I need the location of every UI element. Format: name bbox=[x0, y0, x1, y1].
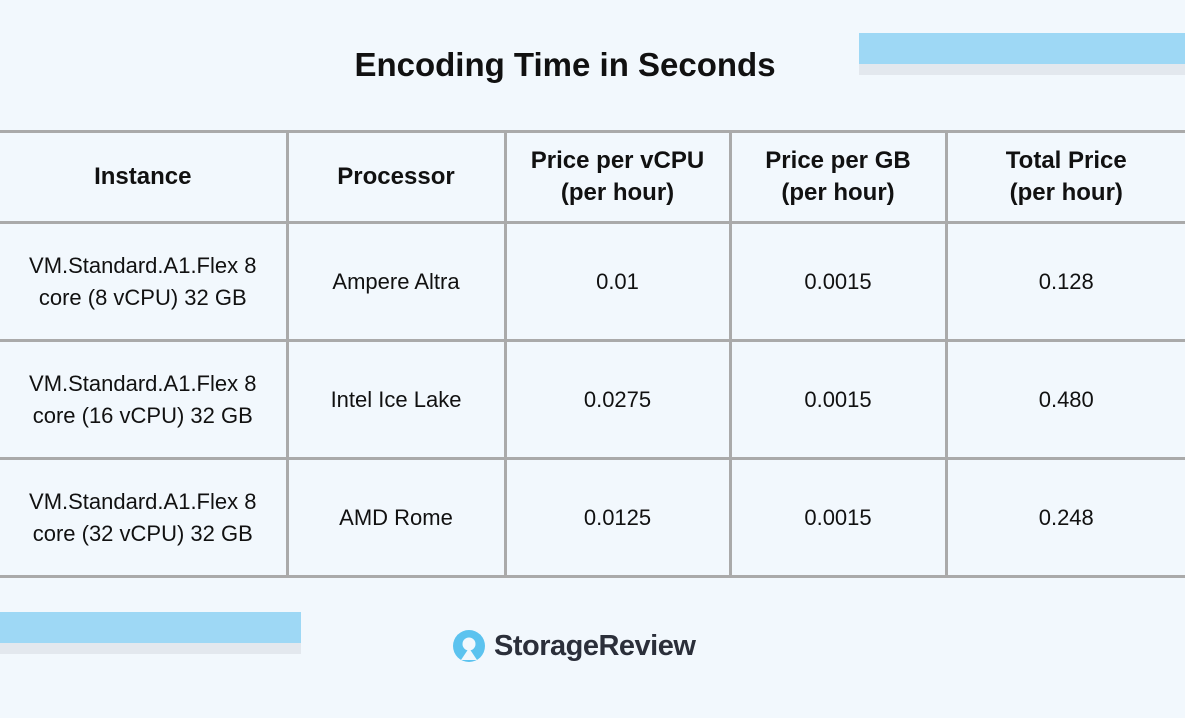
chart-title: Encoding Time in Seconds bbox=[354, 46, 776, 83]
table-cell: VM.Standard.A1.Flex 8 core (32 vCPU) 32 … bbox=[0, 457, 289, 578]
column-header: Price per GB (per hour) bbox=[728, 130, 948, 224]
table-cell-value: 0.128 bbox=[1038, 268, 1094, 294]
table-cell: 0.0125 bbox=[503, 457, 732, 578]
table-cell-value: Intel Ice Lake bbox=[330, 386, 462, 412]
table-cell: 0.0275 bbox=[503, 339, 732, 460]
column-header: Instance bbox=[0, 130, 289, 224]
table-cell-value: 0.0125 bbox=[583, 504, 652, 530]
storagereview-logo: StorageReview bbox=[452, 627, 696, 665]
table-cell-value: Ampere Altra bbox=[332, 268, 460, 294]
table-cell-value: 0.0275 bbox=[583, 386, 652, 412]
column-header-label: Price per vCPU (per hour) bbox=[530, 147, 705, 206]
table-row: VM.Standard.A1.Flex 8 core (32 vCPU) 32 … bbox=[0, 457, 1185, 578]
table-cell: Intel Ice Lake bbox=[285, 339, 507, 460]
table-row: VM.Standard.A1.Flex 8 core (8 vCPU) 32 G… bbox=[0, 221, 1185, 342]
table-cell-value: 0.0015 bbox=[804, 268, 872, 294]
column-header-label: Total Price (per hour) bbox=[1005, 147, 1127, 206]
table-cell: 0.128 bbox=[944, 221, 1185, 342]
decorative-bar-bottom bbox=[0, 612, 301, 643]
table-header-row: Instance Processor Price per vCPU (per hou… bbox=[0, 130, 1185, 224]
data-table: Instance Processor Price per vCPU (per hou… bbox=[0, 130, 1185, 578]
column-header-label: Instance bbox=[94, 163, 192, 190]
logo-text: StorageReview bbox=[494, 629, 696, 662]
table-cell: 0.01 bbox=[503, 221, 732, 342]
table-cell-value: 0.01 bbox=[596, 268, 639, 294]
column-header: Total Price (per hour) bbox=[944, 130, 1185, 224]
table-cell: VM.Standard.A1.Flex 8 core (16 vCPU) 32 … bbox=[0, 339, 289, 460]
table-cell-value: 0.248 bbox=[1038, 504, 1094, 530]
table-cell: 0.248 bbox=[944, 457, 1185, 578]
table-cell: AMD Rome bbox=[285, 457, 507, 578]
table-cell: 0.480 bbox=[944, 339, 1185, 460]
table-cell-value: VM.Standard.A1.Flex 8 core (32 vCPU) 32 … bbox=[29, 488, 257, 546]
column-header-label: Price per GB (per hour) bbox=[765, 147, 911, 206]
column-header: Processor bbox=[285, 130, 507, 224]
table-cell: 0.0015 bbox=[728, 457, 948, 578]
table-cell-value: 0.480 bbox=[1038, 386, 1094, 412]
table-cell-value: AMD Rome bbox=[339, 504, 453, 530]
table-cell-value: 0.0015 bbox=[804, 504, 872, 530]
column-header-label: Processor bbox=[337, 163, 455, 190]
column-header: Price per vCPU (per hour) bbox=[503, 130, 732, 224]
table-cell-value: VM.Standard.A1.Flex 8 core (8 vCPU) 32 G… bbox=[29, 252, 257, 310]
table-cell: VM.Standard.A1.Flex 8 core (8 vCPU) 32 G… bbox=[0, 221, 289, 342]
storagereview-logo-icon bbox=[453, 630, 485, 662]
table-cell: 0.0015 bbox=[728, 221, 948, 342]
table-cell-value: 0.0015 bbox=[804, 386, 872, 412]
table-cell: Ampere Altra bbox=[285, 221, 507, 342]
table-cell-value: VM.Standard.A1.Flex 8 core (16 vCPU) 32 … bbox=[29, 370, 257, 428]
table-cell: 0.0015 bbox=[728, 339, 948, 460]
table-row: VM.Standard.A1.Flex 8 core (16 vCPU) 32 … bbox=[0, 339, 1185, 460]
decorative-bar-top bbox=[859, 33, 1185, 64]
